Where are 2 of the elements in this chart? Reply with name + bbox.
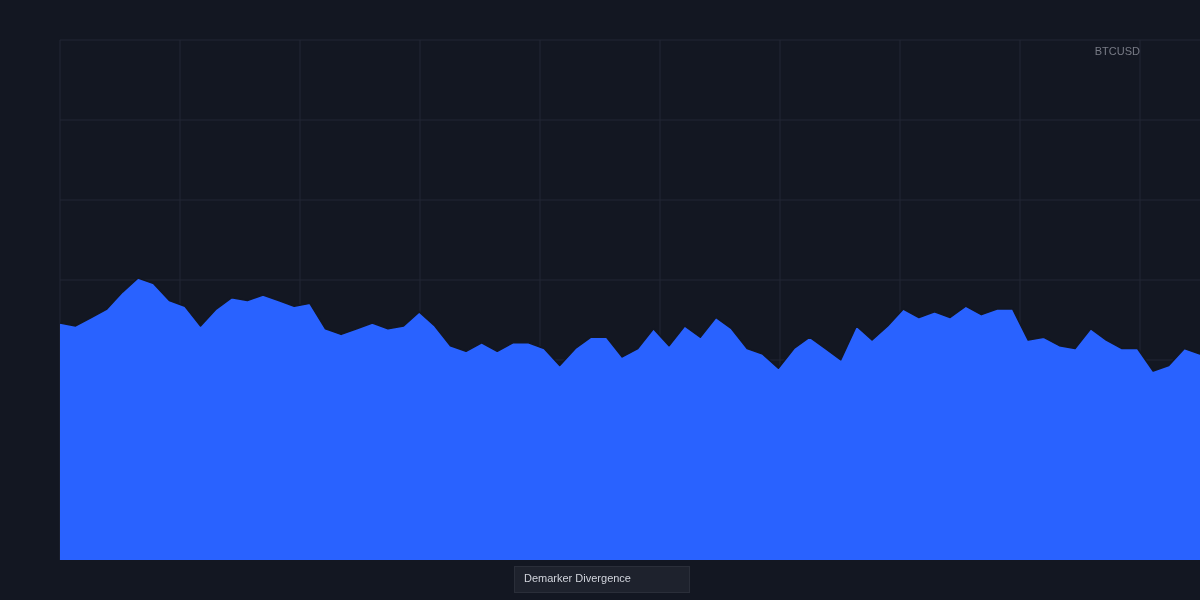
- text: Demarker Divergence: [514, 566, 690, 593]
- chart-title: BTCUSD: [1094, 45, 1140, 57]
